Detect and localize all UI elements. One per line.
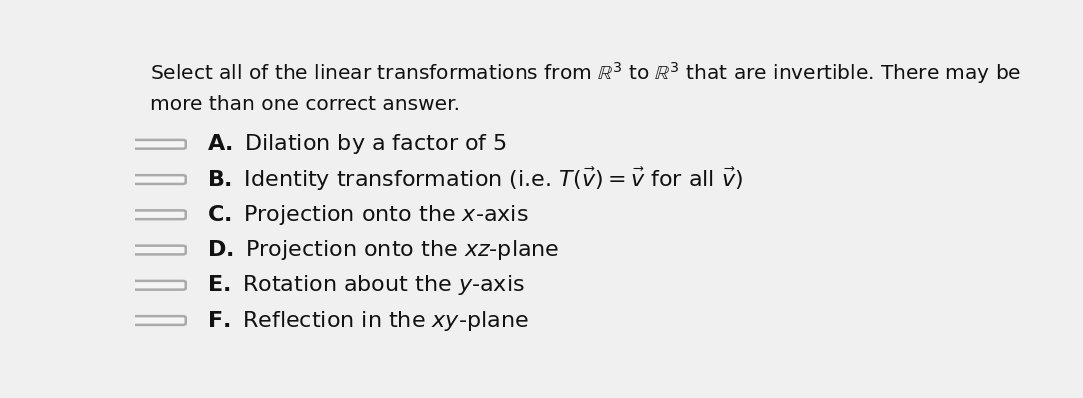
Text: $\mathbf{F.}$ Reflection in the $xy$-plane: $\mathbf{F.}$ Reflection in the $xy$-pla… [207,308,529,332]
FancyBboxPatch shape [132,281,186,290]
Text: more than one correct answer.: more than one correct answer. [151,95,460,114]
FancyBboxPatch shape [132,316,186,325]
Text: $\mathbf{B.}$ Identity transformation (i.e. $T(\vec{v}) = \vec{v}$ for all $\vec: $\mathbf{B.}$ Identity transformation (i… [207,166,743,193]
Text: $\mathbf{D.}$ Projection onto the $xz$-plane: $\mathbf{D.}$ Projection onto the $xz$-p… [207,238,559,262]
Text: Select all of the linear transformations from $\mathbb{R}^3$ to $\mathbb{R}^3$ t: Select all of the linear transformations… [151,60,1021,86]
FancyBboxPatch shape [132,211,186,219]
FancyBboxPatch shape [132,175,186,184]
Text: $\mathbf{C.}$ Projection onto the $x$-axis: $\mathbf{C.}$ Projection onto the $x$-ax… [207,203,529,227]
Text: $\mathbf{E.}$ Rotation about the $y$-axis: $\mathbf{E.}$ Rotation about the $y$-axi… [207,273,524,297]
Text: $\mathbf{A.}$ Dilation by a factor of 5: $\mathbf{A.}$ Dilation by a factor of 5 [207,132,507,156]
FancyBboxPatch shape [132,140,186,149]
FancyBboxPatch shape [132,246,186,254]
